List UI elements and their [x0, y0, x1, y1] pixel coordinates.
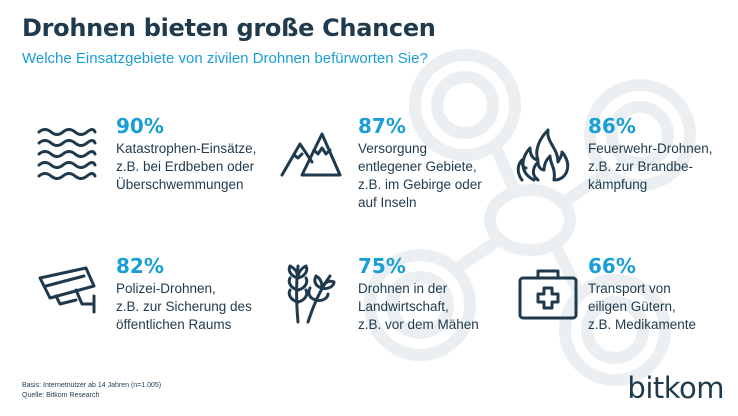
percent-value: 82%	[116, 254, 164, 278]
security-camera-icon	[38, 266, 96, 314]
flames-icon	[516, 128, 570, 182]
footnote-basis: Basis: Internetnutzer ab 14 Jahren (n=1.…	[22, 382, 162, 389]
percent-value: 86%	[588, 114, 636, 138]
page-subtitle: Welche Einsatzgebiete von zivilen Drohne…	[22, 50, 428, 67]
item-description: Transport von eiligen Gütern, z.B. Medik…	[588, 281, 697, 332]
item-description: Drohnen in der Landwirtschaft, z.B. vor …	[358, 281, 479, 332]
waves-icon	[37, 128, 97, 180]
percent-value: 75%	[358, 254, 406, 278]
item-description: Polizei-Drohnen, z.B. zur Sicherung des …	[116, 281, 252, 332]
mountains-icon	[280, 132, 342, 177]
wheat-icon	[287, 264, 336, 324]
item-description: Versorgung entlegener Gebiete, z.B. im G…	[358, 141, 482, 210]
percent-value: 87%	[358, 114, 406, 138]
percent-value: 66%	[588, 254, 636, 278]
first-aid-kit-icon	[518, 269, 578, 320]
item-description: Katastrophen-Einsätze, z.B. bei Erdbeben…	[116, 141, 257, 192]
bitkom-logo: bitkom	[627, 371, 724, 405]
item-description: Feuerwehr-Drohnen, z.B. zur Brandbe- käm…	[588, 141, 713, 192]
percent-value: 90%	[116, 114, 164, 138]
page-title: Drohnen bieten große Chancen	[22, 14, 436, 42]
footnote-source: Quelle: Bitkom Research	[22, 392, 100, 399]
drone-watermark-icon	[364, 49, 696, 386]
